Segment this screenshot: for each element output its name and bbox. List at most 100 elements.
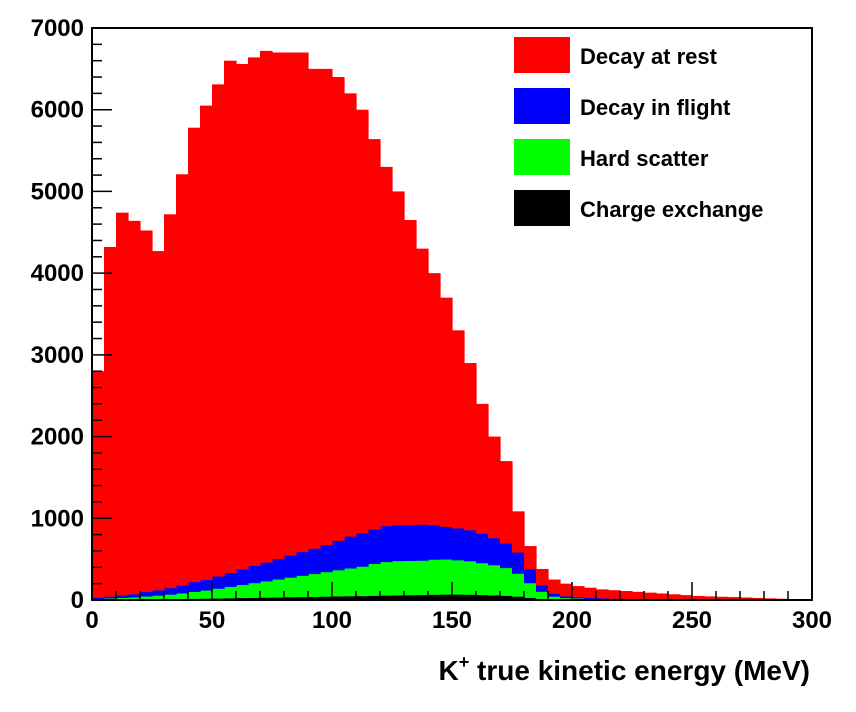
y-tick-label: 7000 <box>31 15 84 42</box>
bar <box>236 63 249 570</box>
bar <box>272 597 285 601</box>
x-tick-label: 100 <box>312 607 352 634</box>
bar <box>248 565 261 584</box>
bar <box>224 60 237 574</box>
bar <box>248 582 261 598</box>
bar <box>524 597 537 601</box>
x-tick-label: 300 <box>792 607 832 634</box>
bar <box>128 593 141 598</box>
bar <box>440 559 453 595</box>
bar <box>284 577 297 598</box>
bar <box>488 595 501 601</box>
bar <box>536 591 549 600</box>
bar <box>356 532 369 567</box>
bar <box>332 77 345 541</box>
bar <box>404 524 417 562</box>
bar <box>296 575 309 598</box>
bar <box>368 139 381 530</box>
bar <box>428 594 441 601</box>
bar <box>212 84 225 577</box>
bar <box>248 57 261 567</box>
bar <box>140 230 153 593</box>
bar <box>632 591 645 600</box>
bar <box>620 591 633 600</box>
bar <box>584 587 597 599</box>
legend-label: Hard scatter <box>580 146 709 171</box>
bar <box>368 529 381 565</box>
bar <box>476 403 489 534</box>
bar <box>500 595 513 601</box>
bar <box>572 596 585 599</box>
y-tick-label: 3000 <box>31 342 84 369</box>
bar <box>344 568 357 597</box>
bar <box>188 591 201 599</box>
bar <box>380 525 393 563</box>
bar <box>704 596 717 601</box>
bar <box>116 597 129 600</box>
bar <box>152 251 165 591</box>
bar <box>500 567 513 596</box>
bar <box>296 551 309 576</box>
bar <box>260 50 273 563</box>
bar <box>500 543 513 569</box>
bar <box>356 566 369 597</box>
y-tick-label: 4000 <box>31 260 84 287</box>
bar <box>152 595 165 600</box>
bar <box>128 597 141 600</box>
bar <box>212 576 225 589</box>
x-axis-title-rest: true kinetic energy (MeV) <box>469 655 810 686</box>
bar <box>104 246 117 597</box>
series-decay-in-flight <box>92 524 765 601</box>
bar <box>608 590 621 599</box>
bar <box>452 330 465 529</box>
bar <box>356 595 369 601</box>
bar <box>116 212 129 596</box>
y-tick-label: 6000 <box>31 97 84 124</box>
bar <box>488 537 501 566</box>
bar <box>320 596 333 601</box>
bar <box>488 564 501 596</box>
bar <box>272 579 285 598</box>
bar <box>536 568 549 586</box>
bar <box>524 568 537 584</box>
bar <box>560 596 573 599</box>
bars-layer <box>92 50 813 601</box>
bar <box>224 586 237 599</box>
bar <box>368 595 381 601</box>
plot-frame <box>91 27 813 601</box>
bar <box>332 569 345 597</box>
bar <box>476 562 489 596</box>
series-decay-at-rest <box>92 50 813 601</box>
bar <box>464 560 477 595</box>
bar <box>356 109 369 534</box>
bar <box>404 594 417 601</box>
bar <box>380 561 393 596</box>
bar <box>308 68 321 549</box>
bar <box>296 596 309 601</box>
bar <box>392 191 405 526</box>
x-tick-label: 50 <box>199 607 226 634</box>
bar <box>512 573 525 597</box>
bar <box>164 214 177 589</box>
bar <box>308 573 321 597</box>
bar <box>392 524 405 562</box>
x-axis-title-superscript: + <box>459 652 470 672</box>
bar <box>104 598 117 600</box>
bar <box>344 595 357 601</box>
bar <box>92 371 105 598</box>
bar <box>740 597 753 601</box>
bar <box>104 596 117 599</box>
bar <box>188 127 201 583</box>
x-tick-label: 250 <box>672 607 712 634</box>
bar <box>128 220 141 595</box>
bar <box>428 524 441 560</box>
bar <box>464 363 477 531</box>
bar <box>332 596 345 601</box>
legend-label: Decay in flight <box>580 95 731 120</box>
bar <box>512 552 525 574</box>
bar <box>188 581 201 592</box>
bar <box>392 560 405 596</box>
legend-swatch <box>514 37 570 73</box>
bar <box>572 586 585 598</box>
bar <box>200 105 213 580</box>
